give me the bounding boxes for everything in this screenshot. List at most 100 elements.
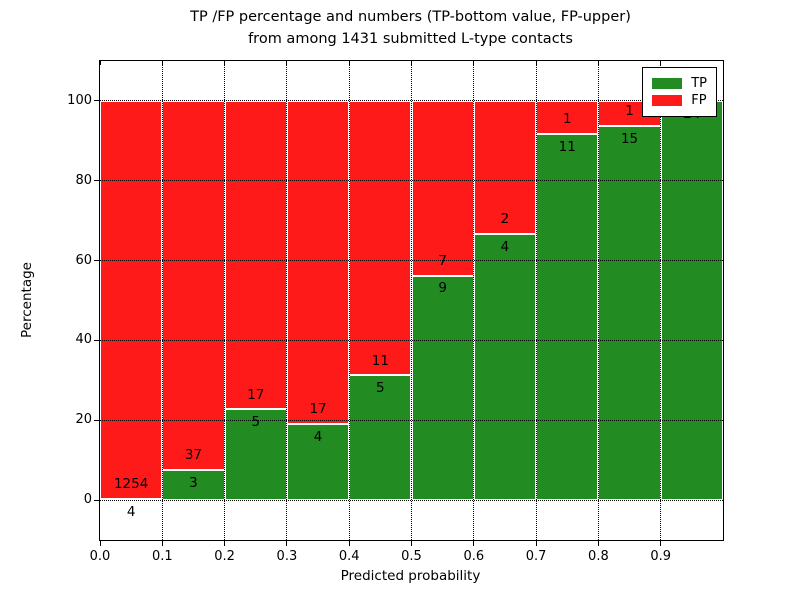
fp-count-label: 17 — [247, 386, 265, 403]
x-tick-mark — [161, 540, 163, 546]
legend: TP FP — [642, 67, 717, 117]
bar-tp-segment — [162, 470, 225, 501]
fp-count-label: 2 — [500, 211, 510, 228]
tp-count-label: 4 — [313, 428, 323, 445]
y-tick-mark — [94, 499, 100, 501]
x-gridline — [411, 61, 412, 540]
bar-tp-segment — [286, 424, 350, 501]
x-tick-mark — [660, 540, 662, 546]
tp-count-label: 3 — [189, 474, 198, 491]
x-tick-mark-top — [99, 61, 101, 65]
bar-tp-segment — [224, 409, 287, 501]
x-tick-label: 0.0 — [89, 549, 111, 564]
x-tick-mark — [535, 540, 537, 546]
chart-title: TP /FP percentage and numbers (TP-bottom… — [99, 6, 722, 50]
tp-count-label: 15 — [620, 130, 639, 147]
y-tick-label: 100 — [67, 92, 92, 108]
x-tick-label: 0.3 — [276, 549, 298, 564]
bar-tp-segment — [349, 375, 412, 501]
x-tick-label: 0.9 — [650, 549, 672, 564]
plot-area: 1254437317517411579241111152402040608010… — [67, 60, 724, 564]
y-tick-label: 80 — [75, 172, 92, 188]
x-tick-mark-top — [286, 61, 288, 65]
x-tick-mark-top — [535, 61, 537, 65]
legend-item-tp: TP — [652, 75, 707, 92]
x-gridline — [224, 61, 226, 540]
x-tick-mark — [597, 540, 599, 546]
chart-title-line1: TP /FP percentage and numbers (TP-bottom… — [190, 9, 631, 25]
x-tick-label: 0.7 — [525, 549, 547, 564]
x-gridline — [473, 61, 475, 540]
legend-swatch-fp-icon — [652, 95, 683, 106]
legend-label-tp: TP — [691, 76, 707, 91]
tp-count-label: 11 — [558, 138, 576, 155]
y-tick-mark — [94, 100, 100, 102]
y-tick-label: 40 — [75, 332, 92, 348]
x-tick-label: 0.8 — [588, 549, 609, 564]
fp-count-label: 11 — [371, 352, 389, 369]
x-gridline — [348, 61, 350, 540]
x-tick-label: 0.6 — [463, 549, 485, 564]
bar-tp-segment — [411, 275, 474, 501]
y-tick-mark — [94, 419, 100, 421]
x-tick-mark — [286, 540, 288, 546]
tp-count-label: 5 — [251, 414, 261, 431]
tp-count-label: 5 — [376, 380, 385, 397]
y-tick-label: 20 — [75, 412, 92, 428]
x-tick-mark-top — [411, 61, 412, 65]
x-tick-mark-top — [348, 61, 350, 65]
tp-count-label: 4 — [500, 238, 510, 255]
legend-item-fp: FP — [652, 92, 707, 109]
x-tick-mark-top — [161, 61, 163, 65]
x-tick-mark — [99, 540, 101, 546]
x-gridline — [535, 61, 537, 540]
chart-title-line2: from among 1431 submitted L-type contact… — [248, 31, 573, 47]
y-axis-label: Percentage — [19, 262, 35, 338]
x-tick-label: 0.2 — [214, 549, 235, 564]
fp-count-label: 37 — [184, 447, 203, 464]
x-tick-label: 0.1 — [151, 549, 173, 564]
bar-fp-segment — [536, 100, 599, 135]
x-tick-label: 0.5 — [401, 549, 422, 564]
x-gridline — [660, 61, 662, 540]
legend-swatch-tp-icon — [652, 78, 683, 89]
bar-fp-segment — [286, 100, 350, 425]
y-tick-mark — [94, 260, 100, 262]
y-tick-mark — [94, 339, 100, 341]
legend-label-fp: FP — [691, 93, 707, 108]
x-tick-mark-top — [660, 61, 662, 65]
bar-tp-segment — [660, 100, 723, 501]
tp-count-label: 9 — [438, 280, 447, 297]
x-tick-mark-top — [473, 61, 475, 65]
x-tick-mark — [348, 540, 350, 546]
bar-tp-segment — [598, 125, 661, 501]
bar-fp-segment — [162, 100, 225, 471]
bar-fp-segment — [224, 100, 287, 410]
y-tick-mark — [94, 180, 100, 182]
fp-count-label: 7 — [438, 252, 447, 269]
x-axis-label: Predicted probability — [340, 568, 481, 584]
bar-fp-segment — [473, 100, 537, 234]
fp-count-label: 1 — [625, 103, 634, 120]
x-tick-mark — [224, 540, 226, 546]
x-gridline — [597, 61, 599, 540]
x-gridline — [161, 61, 163, 540]
y-tick-label: 0 — [83, 492, 92, 508]
fp-count-label: 17 — [309, 401, 327, 418]
tp-count-label: 4 — [126, 503, 136, 520]
fp-count-label: 1254 — [113, 476, 149, 493]
bar-fp-segment — [411, 100, 474, 276]
bar-fp-segment — [349, 100, 412, 376]
bar-tp-segment — [536, 134, 599, 501]
bar-fp-segment — [100, 100, 163, 499]
x-gridline — [286, 61, 288, 540]
x-tick-label: 0.4 — [338, 549, 360, 564]
x-tick-mark-top — [224, 61, 226, 65]
x-tick-mark-top — [597, 61, 599, 65]
fp-count-label: 1 — [562, 111, 572, 128]
x-tick-mark — [411, 540, 412, 546]
bar-tp-segment — [473, 233, 537, 501]
x-tick-mark — [473, 540, 475, 546]
y-tick-label: 60 — [75, 252, 92, 268]
